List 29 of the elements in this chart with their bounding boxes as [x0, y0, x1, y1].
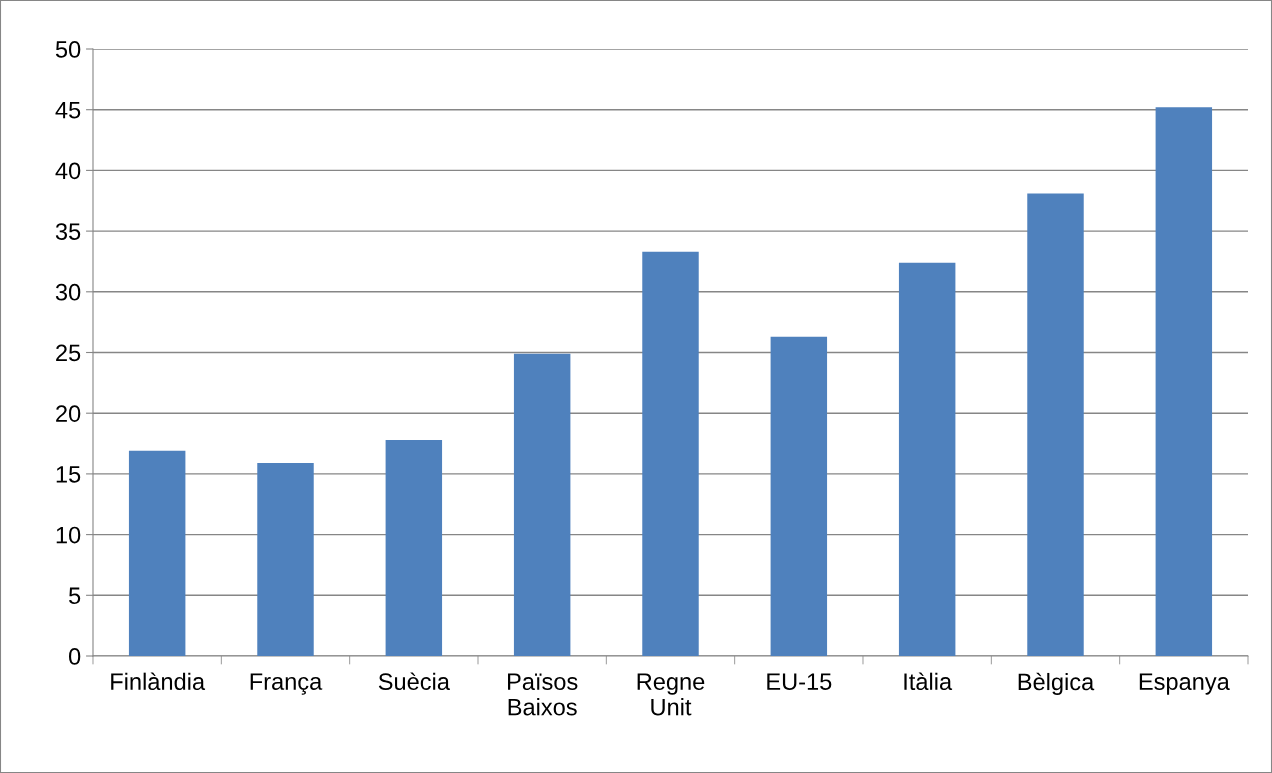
x-tick-label: Regne Unit [637, 673, 705, 716]
x-tick-label: Espanya [1139, 673, 1230, 695]
y-tick-label: 15 [56, 466, 81, 483]
x-tick-label: Bèlgica [1018, 672, 1095, 695]
bar [385, 439, 443, 656]
x-tick-label: Itàlia [904, 672, 953, 691]
x-tick-label: Finlàndia [111, 672, 206, 691]
bar [642, 251, 699, 656]
bar [257, 462, 314, 656]
x-tick-label: França [250, 673, 323, 695]
x-tick-label: Països Baixos [508, 673, 578, 716]
y-tick-label: 45 [55, 102, 81, 119]
bar [1155, 107, 1213, 656]
bar [128, 450, 186, 656]
y-tick-label: 0 [68, 648, 81, 665]
y-tick-label: 40 [55, 162, 81, 180]
y-tick-label: 50 [55, 41, 81, 58]
y-tick-label: 5 [69, 587, 81, 605]
bar [770, 336, 828, 656]
y-tick-label: 35 [55, 223, 81, 240]
x-tick-label: EU-15 [767, 673, 832, 691]
x-tick-label: Suècia [378, 672, 450, 691]
y-tick-label: 10 [56, 526, 81, 544]
y-tick-label: 30 [55, 283, 81, 301]
y-tick-label: 20 [56, 405, 81, 422]
y-tick-label: 25 [56, 344, 81, 362]
bar [1027, 193, 1084, 656]
bar [513, 353, 571, 656]
bar [898, 262, 956, 656]
